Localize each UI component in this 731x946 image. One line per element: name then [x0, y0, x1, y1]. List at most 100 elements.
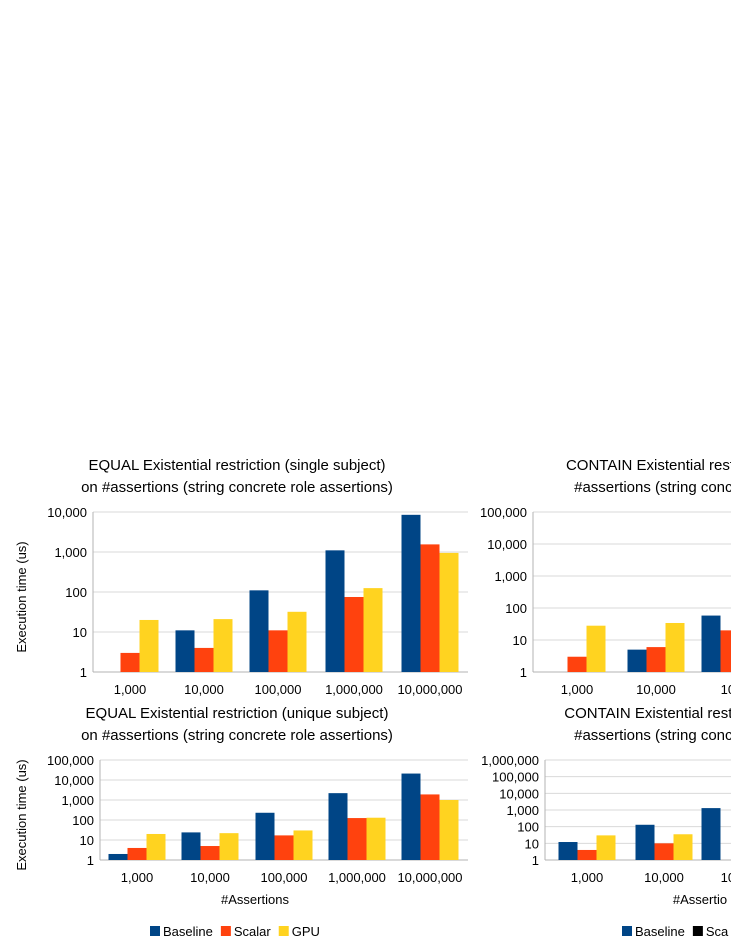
- x-tick-label: 1,000: [561, 682, 594, 697]
- x-tick-label: 10,000: [644, 870, 684, 885]
- y-axis-label: Execution time (us): [14, 759, 29, 870]
- legend-swatch-baseline: [622, 926, 632, 936]
- legend-swatch-sca: [692, 926, 703, 936]
- bar-baseline: [108, 853, 128, 860]
- bar-gpu: [439, 552, 459, 672]
- bar-baseline: [401, 514, 421, 672]
- bar-gpu: [213, 619, 233, 672]
- bar-gpu: [596, 835, 616, 860]
- bar-gpu: [139, 619, 159, 672]
- bar-scalar: [720, 630, 731, 672]
- legend-label: Scalar: [234, 924, 272, 939]
- y-tick-label: 100: [65, 585, 87, 600]
- bar-scalar: [577, 849, 597, 860]
- x-tick-label: 10,000: [184, 682, 224, 697]
- y-tick-label: 1: [87, 853, 94, 868]
- legend-label: GPU: [292, 924, 320, 939]
- x-tick-label: 10(: [721, 682, 731, 697]
- x-tick-label: 1,000: [121, 870, 154, 885]
- y-tick-label: 100,000: [47, 753, 94, 768]
- x-tick-label: 10(: [721, 870, 731, 885]
- bar-scalar: [200, 846, 220, 860]
- x-tick-label: 1,000,000: [328, 870, 386, 885]
- y-tick-label: 10: [525, 836, 539, 851]
- bar-scalar: [344, 596, 364, 672]
- bar-gpu: [146, 833, 166, 860]
- y-tick-label: 1,000: [54, 545, 87, 560]
- chart-title-line: on #assertions (string concrete role ass…: [81, 727, 393, 744]
- bar-gpu: [673, 834, 693, 860]
- chart-title-line: #assertions (string concre: [574, 727, 731, 744]
- bar-baseline: [701, 615, 721, 672]
- bar-baseline: [255, 812, 275, 860]
- legend-label: Baseline: [635, 924, 685, 939]
- x-axis-label: #Assertions: [221, 892, 289, 907]
- y-axis-label: Execution time (us): [14, 541, 29, 652]
- bar-baseline: [635, 824, 655, 860]
- bar-baseline: [175, 630, 195, 672]
- chart-title-line: #assertions (string concre: [574, 479, 731, 496]
- bar-scalar: [420, 544, 440, 672]
- bar-baseline: [401, 773, 421, 860]
- bar-gpu: [293, 830, 313, 860]
- bar-scalar: [646, 647, 666, 672]
- chart-title-line: EQUAL Existential restriction (single su…: [88, 457, 385, 474]
- chart-contain-unique: CONTAIN Existential restricti #assertions…: [481, 705, 731, 907]
- y-tick-label: 1,000: [61, 793, 94, 808]
- x-tick-label: 1,000: [571, 870, 604, 885]
- legend-swatch-baseline: [150, 926, 160, 936]
- legend: Baseline Sca: [622, 924, 729, 939]
- y-tick-label: 100: [72, 813, 94, 828]
- bar-gpu: [665, 622, 685, 672]
- bar-baseline: [701, 808, 721, 860]
- y-tick-label: 1: [520, 665, 527, 680]
- y-tick-label: 100,000: [492, 770, 539, 785]
- bar-scalar: [274, 835, 294, 860]
- bar-gpu: [586, 625, 606, 672]
- bar-baseline: [249, 590, 269, 672]
- legend-label: Baseline: [163, 924, 213, 939]
- chart-title-line: on #assertions (string concrete role ass…: [81, 479, 393, 496]
- x-tick-label: 100,000: [255, 682, 302, 697]
- bar-gpu: [439, 800, 459, 860]
- y-tick-label: 10: [80, 833, 94, 848]
- y-tick-label: 10,000: [499, 786, 539, 801]
- bar-scalar: [194, 647, 214, 672]
- bar-scalar: [120, 652, 140, 672]
- bar-scalar: [268, 630, 288, 672]
- y-tick-label: 10: [73, 625, 87, 640]
- bar-baseline: [325, 550, 345, 672]
- legend-label: Sca: [706, 924, 729, 939]
- chart-title-line: CONTAIN Existential restrict: [566, 457, 731, 474]
- x-tick-label: 100,000: [261, 870, 308, 885]
- bar-baseline: [181, 832, 201, 860]
- bar-scalar: [567, 656, 587, 672]
- chart-equal-single: EQUAL Existential restriction (single su…: [14, 457, 468, 697]
- chart-equal-unique: EQUAL Existential restriction (unique su…: [14, 705, 468, 907]
- bar-scalar: [654, 843, 674, 860]
- bar-gpu: [287, 611, 307, 672]
- y-tick-label: 100,000: [480, 505, 527, 520]
- chart-title-line: CONTAIN Existential restricti: [564, 705, 731, 722]
- bar-gpu: [366, 817, 386, 860]
- legend-swatch-gpu: [278, 926, 289, 936]
- bar-baseline: [558, 842, 578, 860]
- bar-gpu: [219, 833, 239, 860]
- bar-baseline: [328, 793, 348, 860]
- bar-scalar: [347, 818, 367, 860]
- y-tick-label: 1: [532, 853, 539, 868]
- chart-contain-single: CONTAIN Existential restrict #assertions …: [480, 457, 731, 697]
- legend: Baseline Scalar GPU: [150, 924, 320, 939]
- x-tick-label: 1,000: [114, 682, 147, 697]
- y-tick-label: 1,000: [494, 569, 527, 584]
- y-tick-label: 1: [80, 665, 87, 680]
- bar-gpu: [363, 588, 383, 672]
- y-tick-label: 1,000: [506, 803, 539, 818]
- y-tick-label: 10,000: [47, 505, 87, 520]
- legend-swatch-scalar: [220, 926, 231, 936]
- x-tick-label: 10,000: [190, 870, 230, 885]
- x-axis-label: #Assertio: [673, 892, 727, 907]
- y-tick-label: 100: [517, 820, 539, 835]
- x-tick-label: 10,000,000: [397, 870, 462, 885]
